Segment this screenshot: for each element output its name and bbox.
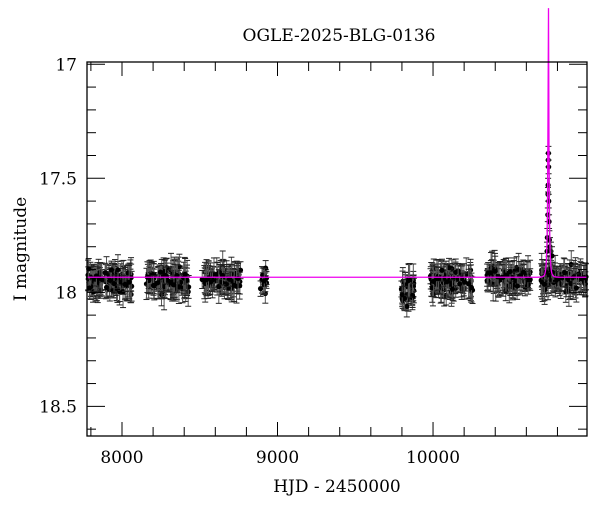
- data-point: [226, 271, 233, 288]
- data-point: [182, 258, 189, 291]
- data-point: [216, 264, 223, 281]
- x-tick-label: 10000: [406, 448, 460, 468]
- x-tick-label: 9000: [256, 448, 299, 468]
- data-point: [261, 267, 268, 294]
- data-point: [538, 264, 545, 300]
- data-point: [507, 261, 514, 283]
- x-tick-label: 8000: [100, 448, 143, 468]
- data-point: [520, 264, 527, 281]
- data-point: [573, 273, 580, 303]
- chart-title: OGLE-2025-BLG-0136: [243, 26, 436, 46]
- data-point: [237, 261, 244, 280]
- data-point: [203, 263, 210, 297]
- plot-frame: [86, 61, 588, 437]
- y-axis-label: I magnitude: [11, 197, 31, 301]
- data-point: [456, 274, 463, 294]
- data-point: [561, 258, 568, 287]
- data-point: [403, 295, 410, 318]
- x-axis-label: HJD - 2450000: [273, 477, 401, 497]
- data-point: [435, 266, 442, 291]
- data-point: [231, 268, 238, 302]
- data-points: [85, 145, 590, 318]
- data-point: [468, 272, 475, 303]
- data-point: [443, 264, 450, 300]
- data-point: [455, 265, 462, 293]
- data-point: [461, 272, 468, 292]
- model-curve: [87, 8, 587, 278]
- data-point: [98, 262, 105, 297]
- data-point: [126, 265, 133, 300]
- data-point: [502, 258, 509, 293]
- data-point: [399, 285, 406, 304]
- data-point: [399, 292, 406, 309]
- data-point: [524, 271, 531, 289]
- data-point: [102, 262, 109, 283]
- y-tick-label: 17: [55, 55, 77, 75]
- data-point: [430, 265, 437, 298]
- data-point: [150, 275, 157, 296]
- data-point: [465, 268, 472, 299]
- y-tick-label: 18.5: [39, 397, 77, 417]
- y-tick-label: 18: [55, 283, 77, 303]
- data-point: [485, 262, 492, 284]
- data-point: [406, 262, 413, 298]
- y-tick-label: 17.5: [39, 169, 77, 189]
- axes: 8000 9000 10000 17 17.5 18 18.5: [39, 55, 587, 468]
- data-point: [492, 255, 499, 287]
- data-point: [199, 269, 206, 289]
- data-point: [449, 279, 456, 299]
